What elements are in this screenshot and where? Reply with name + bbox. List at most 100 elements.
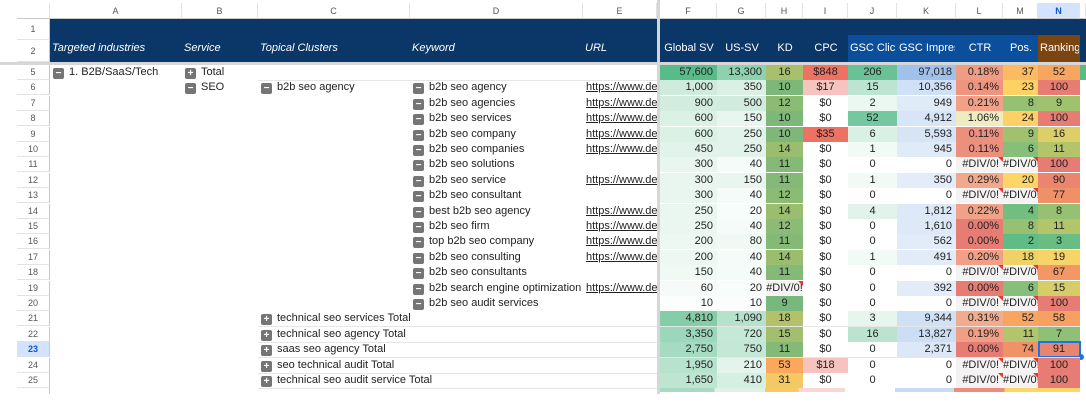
cell-d[interactable]: − b2b seo companies: [413, 142, 583, 157]
cell-c[interactable]: + saas seo agency Total: [261, 342, 581, 357]
cell-f-f[interactable]: 1,000: [660, 80, 717, 95]
cell-m-m[interactable]: 52: [1003, 311, 1038, 326]
cell-e[interactable]: https://www.dem: [586, 281, 657, 296]
header-service[interactable]: Service: [184, 42, 221, 54]
cell-d[interactable]: − b2b seo solutions: [413, 157, 583, 172]
cell-i-i[interactable]: $0: [803, 157, 848, 172]
cell-l-l[interactable]: 0.18%: [956, 65, 1003, 80]
cell-f-f[interactable]: 450: [660, 142, 717, 157]
collapse-group-icon[interactable]: −: [413, 114, 424, 125]
cell-m-m[interactable]: 8: [1003, 219, 1038, 234]
cell-f-f[interactable]: 250: [660, 219, 717, 234]
cell-n-n[interactable]: 100: [1038, 358, 1080, 373]
collapse-group-icon[interactable]: −: [185, 83, 196, 94]
cell-f-f[interactable]: 57,600: [660, 65, 717, 80]
cell-e[interactable]: https://www.dem: [586, 219, 657, 234]
cell-i-i[interactable]: $848: [803, 65, 848, 80]
cell-f-f[interactable]: 600: [660, 127, 717, 142]
cell-h-h[interactable]: 12: [766, 219, 803, 234]
row-header-16[interactable]: 16: [17, 234, 50, 249]
collapse-group-icon[interactable]: −: [413, 253, 424, 264]
cell-f-f[interactable]: 4,810: [660, 311, 717, 326]
cell-d[interactable]: − b2b seo company: [413, 127, 583, 142]
cell-h-h[interactable]: 12: [766, 188, 803, 203]
cell-g-g[interactable]: 40: [717, 219, 766, 234]
cell-f-f[interactable]: 200: [660, 234, 717, 249]
cell-k-k[interactable]: 562: [897, 234, 956, 249]
frozen-row-divider[interactable]: [0, 62, 1086, 65]
cell-g-g[interactable]: 150: [717, 111, 766, 126]
cell-h-h[interactable]: 31: [766, 373, 803, 388]
header-keyword[interactable]: Keyword: [412, 42, 455, 54]
column-header-m[interactable]: M: [1003, 3, 1038, 19]
cell-k-k[interactable]: 0: [897, 373, 956, 388]
collapse-group-icon[interactable]: −: [413, 284, 424, 295]
cell-f-f[interactable]: 300: [660, 188, 717, 203]
cell-l-l[interactable]: #DIV/0!: [956, 358, 1003, 373]
cell-e[interactable]: https://www.dem: [586, 250, 657, 265]
cell-l-l[interactable]: 1.06%: [956, 111, 1003, 126]
url-link[interactable]: https://www.dem: [586, 174, 657, 186]
cell-k-k[interactable]: 10,356: [897, 80, 956, 95]
cell-l-l[interactable]: #DIV/0!: [956, 296, 1003, 311]
cell-c[interactable]: + technical seo audit service Total: [261, 373, 581, 388]
expand-group-icon[interactable]: +: [185, 68, 196, 79]
column-header-a[interactable]: A: [50, 3, 182, 19]
selected-cell-outline[interactable]: [1038, 341, 1081, 358]
collapse-group-icon[interactable]: −: [413, 130, 424, 141]
cell-l-l[interactable]: 0.00%: [956, 219, 1003, 234]
row-header-20[interactable]: 20: [17, 296, 50, 311]
url-link[interactable]: https://www.dem: [586, 112, 657, 124]
cell-l-l[interactable]: 0.22%: [956, 204, 1003, 219]
column-header-l[interactable]: L: [956, 3, 1003, 19]
cell-h-h[interactable]: 14: [766, 142, 803, 157]
collapse-group-icon[interactable]: −: [261, 83, 272, 94]
cell-n-n[interactable]: 91: [1038, 342, 1080, 357]
cell-n-n[interactable]: 100: [1038, 157, 1080, 172]
expand-group-icon[interactable]: +: [261, 376, 272, 387]
cell-h-h[interactable]: 11: [766, 342, 803, 357]
cell-d[interactable]: − b2b seo agencies: [413, 96, 583, 111]
cell-c[interactable]: + seo technical audit Total: [261, 358, 581, 373]
cell-f-f[interactable]: 1,650: [660, 373, 717, 388]
collapse-group-icon[interactable]: −: [53, 68, 64, 79]
cell-i-i[interactable]: $0: [803, 219, 848, 234]
column-header-g[interactable]: G: [717, 3, 766, 19]
cell-l-l[interactable]: 0.14%: [956, 80, 1003, 95]
header-kd[interactable]: KD: [777, 42, 793, 54]
cell-m-m[interactable]: 23: [1003, 80, 1038, 95]
column-header-n[interactable]: N: [1038, 3, 1080, 19]
cell-m-m[interactable]: 20: [1003, 173, 1038, 188]
expand-group-icon[interactable]: +: [261, 345, 272, 356]
cell-f-f[interactable]: 150: [660, 265, 717, 280]
cell-l-l[interactable]: #DIV/0!: [956, 157, 1003, 172]
cell-g-g[interactable]: 250: [717, 127, 766, 142]
collapse-group-icon[interactable]: −: [413, 237, 424, 248]
cell-h-h[interactable]: 10: [766, 127, 803, 142]
cell-k-k[interactable]: 1,610: [897, 219, 956, 234]
row-header-18[interactable]: 18: [17, 265, 50, 280]
collapse-group-icon[interactable]: −: [413, 207, 424, 218]
column-header-i[interactable]: I: [803, 3, 848, 19]
row-header-14[interactable]: 14: [17, 204, 50, 219]
cell-l-l[interactable]: 0.11%: [956, 142, 1003, 157]
cell-b[interactable]: + Total: [185, 65, 258, 80]
cell-i-i[interactable]: $0: [803, 250, 848, 265]
row-header-5[interactable]: 5: [17, 65, 50, 80]
cell-k-k[interactable]: 97,018: [897, 65, 956, 80]
cell-n-n[interactable]: 16: [1038, 127, 1080, 142]
url-link[interactable]: https://www.dem: [586, 97, 657, 109]
header-pos-[interactable]: Pos.: [1009, 42, 1032, 54]
cell-g-g[interactable]: 720: [717, 327, 766, 342]
expand-group-icon[interactable]: +: [261, 361, 272, 372]
cell-c[interactable]: + technical seo services Total: [261, 311, 581, 326]
cell-i-i[interactable]: $18: [803, 358, 848, 373]
column-header-o[interactable]: [1080, 3, 1086, 19]
cell-k-k[interactable]: 0: [897, 265, 956, 280]
cell-i-i[interactable]: $0: [803, 281, 848, 296]
column-header-c[interactable]: C: [258, 3, 410, 19]
cell-m-m[interactable]: 6: [1003, 281, 1038, 296]
header-targeted-industries[interactable]: Targeted industries: [52, 42, 146, 54]
collapse-group-icon[interactable]: −: [413, 99, 424, 110]
cell-g-g[interactable]: 1,090: [717, 311, 766, 326]
